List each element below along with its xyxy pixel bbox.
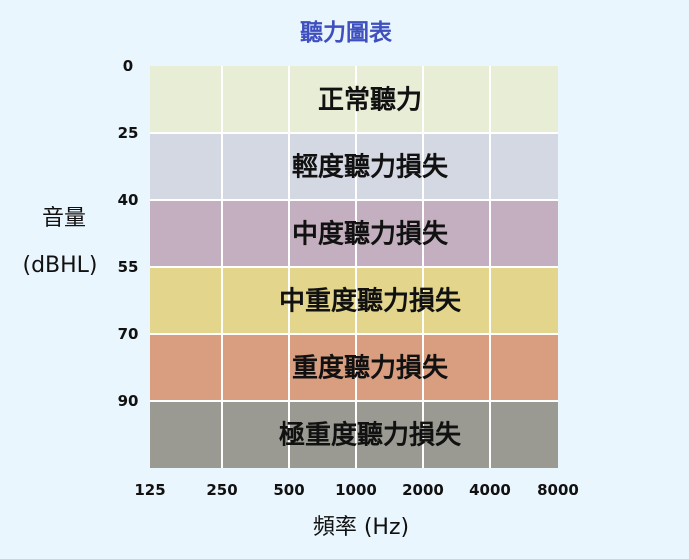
band-label-0: 正常聽力 bbox=[318, 86, 422, 116]
x-tick-250: 250 bbox=[206, 481, 237, 499]
y-tick-90: 90 bbox=[118, 392, 139, 410]
x-axis-label: 頻率 (Hz) bbox=[313, 515, 409, 540]
y-tick-70: 70 bbox=[118, 325, 139, 343]
y-axis-ticks: 0 25 40 55 70 90 bbox=[118, 57, 139, 410]
band-label-3: 中重度聽力損失 bbox=[279, 286, 462, 317]
x-tick-1000: 1000 bbox=[335, 481, 377, 499]
y-axis-label-line1: 音量 bbox=[42, 206, 86, 231]
grid-lines bbox=[150, 66, 558, 468]
y-axis-label-line2: (dBHL) bbox=[22, 253, 97, 278]
x-tick-8000: 8000 bbox=[537, 481, 579, 499]
y-tick-25: 25 bbox=[118, 124, 139, 142]
y-tick-40: 40 bbox=[118, 191, 139, 209]
x-axis-ticks: 125 250 500 1000 2000 4000 8000 bbox=[134, 481, 579, 499]
band-label-5: 極重度聽力損失 bbox=[279, 420, 462, 451]
band-label-4: 重度聽力損失 bbox=[292, 353, 449, 384]
x-tick-125: 125 bbox=[134, 481, 165, 499]
x-tick-500: 500 bbox=[273, 481, 304, 499]
x-tick-2000: 2000 bbox=[402, 481, 444, 499]
y-tick-55: 55 bbox=[118, 258, 139, 276]
y-tick-0: 0 bbox=[123, 57, 133, 75]
x-tick-4000: 4000 bbox=[469, 481, 511, 499]
band-label-2: 中度聽力損失 bbox=[292, 219, 449, 250]
band-label-1: 輕度聽力損失 bbox=[292, 152, 449, 183]
chart-title: 聽力圖表 bbox=[300, 20, 393, 46]
